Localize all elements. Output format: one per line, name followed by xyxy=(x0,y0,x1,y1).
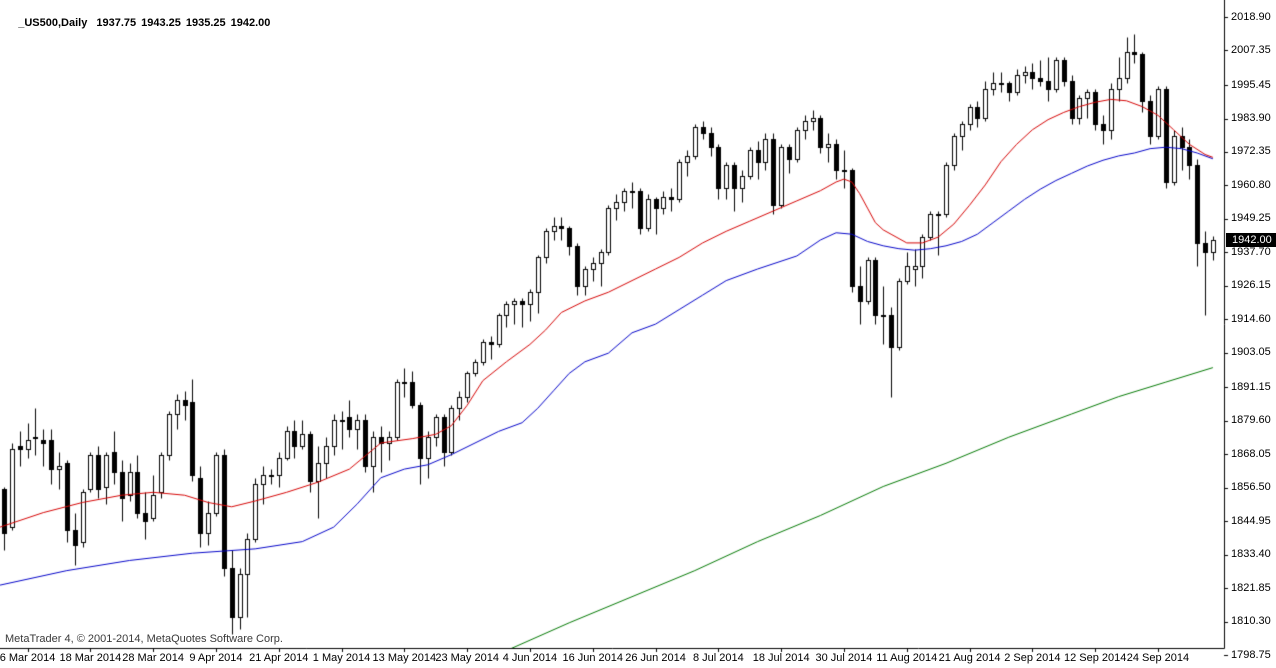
symbol-ohlc-readout: _US500,Daily 1937.75 1943.25 1935.25 1942.00 xyxy=(6,5,275,41)
price-axis-label: 1844.95 xyxy=(1231,514,1271,527)
time-axis-label: 12 Sep 2014 xyxy=(1063,652,1127,664)
time-axis-label: 11 Aug 2014 xyxy=(876,652,938,664)
price-axis-label: 1856.50 xyxy=(1231,481,1271,494)
high-value: 1943.25 xyxy=(141,17,181,29)
time-axis-label: 18 Jul 2014 xyxy=(752,652,810,664)
price-axis-label: 2018.90 xyxy=(1231,10,1271,23)
time-axis-label: 30 Jul 2014 xyxy=(815,652,873,664)
time-axis-label: 6 Mar 2014 xyxy=(0,652,56,664)
price-axis-label: 1810.30 xyxy=(1231,615,1271,628)
time-axis-label: 24 Sep 2014 xyxy=(1126,652,1190,664)
time-axis-label: 13 May 2014 xyxy=(372,652,437,664)
price-axis-label: 1821.85 xyxy=(1231,581,1271,594)
time-axis-label: 26 Jun 2014 xyxy=(625,652,686,664)
price-axis-label: 1891.15 xyxy=(1231,380,1271,393)
price-axis-label: 1937.70 xyxy=(1231,245,1271,258)
time-axis[interactable]: 6 Mar 2014 18 Mar 2014 28 Mar 2014 9 Apr 20… xyxy=(0,649,1224,668)
price-axis-label: 1972.35 xyxy=(1231,145,1271,158)
time-axis-label: 4 Jun 2014 xyxy=(502,652,558,664)
price-axis-label: 1949.25 xyxy=(1231,212,1271,225)
symbol-period-label: _US500,Daily xyxy=(18,17,88,29)
time-axis-label: 9 Apr 2014 xyxy=(189,652,243,664)
price-axis-label: 1798.75 xyxy=(1231,648,1271,661)
price-axis-label: 1914.60 xyxy=(1231,312,1271,325)
price-axis-label: 1926.15 xyxy=(1231,279,1271,292)
close-value: 1942.00 xyxy=(230,17,271,29)
price-axis-label: 2007.35 xyxy=(1231,43,1271,56)
price-axis-label: 1983.90 xyxy=(1231,112,1271,124)
time-axis-label: 28 Mar 2014 xyxy=(122,652,185,664)
price-axis[interactable]: 2018.90 2007.35 1995.45 1983.90 1972.35 1960.… xyxy=(1224,0,1276,661)
time-axis-label: 21 Aug 2014 xyxy=(938,652,1001,664)
price-axis-label: 1879.60 xyxy=(1231,414,1271,427)
price-axis-label: 1903.05 xyxy=(1231,346,1271,359)
price-axis-label: 1868.05 xyxy=(1231,447,1271,460)
price-axis-label: 1833.40 xyxy=(1231,548,1271,561)
time-axis-label: 23 May 2014 xyxy=(435,652,499,664)
time-axis-label: 16 Jun 2014 xyxy=(562,652,624,664)
time-axis-label: 2 Sep 2014 xyxy=(1004,652,1061,664)
time-axis-label: 1 May 2014 xyxy=(312,652,371,664)
price-axis-label: 1960.80 xyxy=(1231,178,1271,191)
time-axis-label: 18 Mar 2014 xyxy=(59,652,122,664)
low-value: 1935.25 xyxy=(185,17,226,29)
metatrader-watermark: MetaTrader 4, © 2001-2014, MetaQuotes So… xyxy=(5,633,283,645)
current-price-tag: 1942.00 xyxy=(1226,233,1276,247)
time-axis-label: 8 Jul 2014 xyxy=(692,652,744,664)
price-axis-label: 1995.45 xyxy=(1231,78,1271,91)
time-axis-label: 21 Apr 2014 xyxy=(249,652,309,664)
open-value: 1937.75 xyxy=(96,17,137,29)
